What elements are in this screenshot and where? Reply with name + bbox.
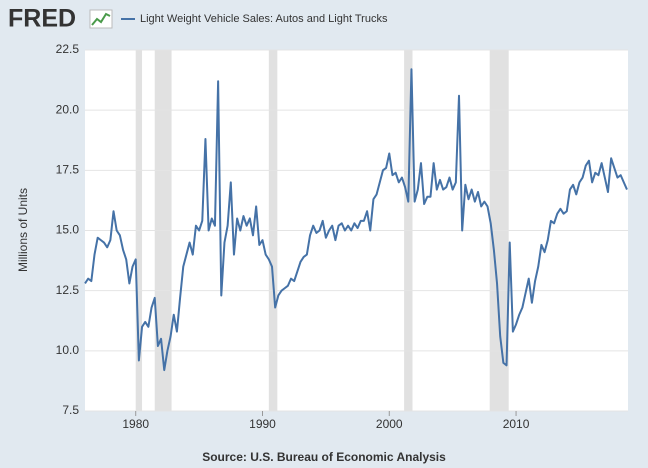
legend-label: Light Weight Vehicle Sales: Autos and Li… <box>140 13 388 25</box>
y-axis-label: Millions of Units <box>16 188 30 272</box>
y-tick-label: 20.0 <box>56 102 80 116</box>
y-tick-label: 17.5 <box>56 163 80 177</box>
series-line <box>84 68 628 372</box>
logo: FRED <box>8 5 76 33</box>
x-tick-label: 1990 <box>249 417 276 431</box>
logo-icon <box>89 9 113 29</box>
y-tick-label: 15.0 <box>56 223 80 237</box>
y-tick-label: 7.5 <box>62 403 79 417</box>
y-tick-label: 12.5 <box>56 283 80 297</box>
y-tick-label: 22.5 <box>56 42 80 56</box>
x-tick-label: 2000 <box>376 417 403 431</box>
y-tick-label: 10.0 <box>56 343 80 357</box>
x-tick-label: 2010 <box>503 417 530 431</box>
x-tick-label: 1980 <box>122 417 149 431</box>
source: Source: U.S. Bureau of Economic Analysis <box>202 450 446 464</box>
